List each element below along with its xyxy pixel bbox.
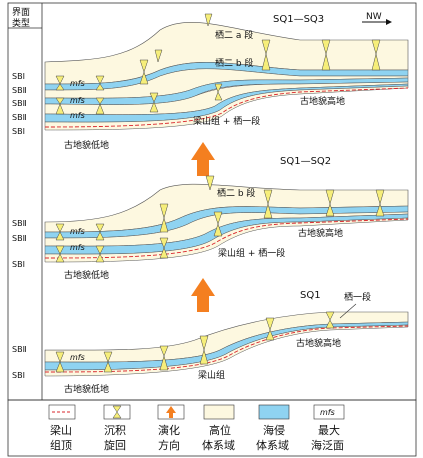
sb-label: SBⅡ [12, 86, 27, 95]
panel-sq1: SQ1 栖一段 古地貌高地 梁山组 古地貌低地 mfs SBⅡ SBI [12, 290, 409, 395]
mfs-box-icon [313, 404, 345, 420]
paleo-high-label: 古地貌高地 [298, 227, 343, 239]
unit-label-leader [339, 303, 357, 319]
legend-label-line1: 海侵 [263, 423, 285, 437]
panel-sq1-sq3: SQ1—SQ3 NW 栖二 a 段 栖二 b 段 古地貌高地 梁山组 + 栖一段… [12, 12, 409, 151]
cream-box-icon [203, 404, 235, 420]
legend-label-line2: 方向 [158, 438, 180, 452]
legend-label-line2: 体系域 [202, 438, 235, 452]
orange-arrow-icon [166, 406, 176, 418]
cycle-markers-p2 [55, 175, 385, 263]
mfs-label: mfs [70, 111, 85, 120]
liangshan-top-dashed-line [44, 325, 409, 373]
panel-title: SQ1—SQ2 [280, 156, 331, 167]
legend-label-line1: 沉积 [104, 424, 126, 437]
legend-label-line1: 最大 [318, 423, 340, 437]
mfs-label: mfs [70, 96, 85, 105]
north-arrow-head-icon [386, 19, 392, 25]
paleo-high-label: 古地貌高地 [300, 95, 345, 107]
legend: 梁山 组顶 沉积 旋回 演化 方向 高位 体系域 海侵 体系域 mfs 最大 海… [7, 399, 417, 457]
paleo-low-label: 古地貌低地 [64, 383, 109, 395]
formation-label: 梁山组 + 栖一段 [193, 115, 260, 127]
sb-label: SBⅡ [12, 219, 27, 228]
cycle-markers-p3 [55, 311, 335, 373]
legend-label-line2: 体系域 [256, 438, 289, 452]
formation-label: 梁山组 [198, 369, 225, 381]
evolution-arrow-icon [191, 142, 215, 176]
evolution-arrow-icon [191, 278, 215, 312]
column-header-line2: 类型 [12, 17, 30, 29]
sb-label: SBI [12, 127, 25, 136]
unit-label-a: 栖二 a 段 [215, 29, 253, 41]
paleo-low-label: 古地貌低地 [64, 269, 109, 281]
blue-box-icon [258, 404, 290, 420]
hst-base-fill [44, 324, 409, 377]
paleo-low-label: 古地貌低地 [64, 139, 109, 151]
unit-label: 栖二 b 段 [217, 187, 255, 199]
sb-label: SBI [12, 260, 25, 269]
legend-label-line2: 旋回 [104, 438, 126, 452]
column-header-line1: 界面 [12, 7, 30, 18]
mfs-label: mfs [70, 227, 85, 236]
mfs-label: mfs [70, 79, 85, 88]
sb-label: SBI [12, 72, 25, 81]
legend-label-line1: 演化 [158, 423, 180, 437]
mfs-label: mfs [70, 243, 85, 252]
unit-label-b: 栖二 b 段 [215, 57, 253, 69]
sb-label: SBⅡ [12, 113, 27, 122]
sb-label: SBI [12, 371, 25, 380]
liangshan-top-dashed-line [44, 87, 409, 128]
sb-label: SBⅡ [12, 99, 27, 108]
panel-title: SQ1 [300, 290, 321, 301]
unit-label: 栖一段 [344, 291, 371, 303]
north-arrow-label: NW [366, 12, 382, 22]
paleo-high-label: 古地貌高地 [296, 337, 341, 349]
legend-label-line2: 海泛面 [311, 438, 344, 452]
legend-label-line1: 梁山 [50, 423, 72, 437]
panel-sq1-sq2: SQ1—SQ2 栖二 b 段 古地貌高地 梁山组 + 栖一段 古地貌低地 mfs… [12, 156, 409, 281]
legend-label-line1: 高位 [209, 423, 231, 437]
legend-label-line2: 组顶 [50, 438, 72, 452]
cycle-markers-p1 [55, 13, 381, 115]
sb-label: SBⅡ [12, 234, 27, 243]
sb-label: SBⅡ [12, 345, 27, 354]
mfs-label: mfs [70, 353, 85, 362]
mfs-box-label: mfs [320, 408, 335, 417]
formation-label: 梁山组 + 栖一段 [218, 247, 285, 259]
liangshan-top-dashed-line [44, 218, 409, 259]
legend-frame [7, 399, 417, 457]
panel-title: SQ1—SQ3 [273, 14, 324, 25]
hourglass-icon [112, 405, 122, 419]
